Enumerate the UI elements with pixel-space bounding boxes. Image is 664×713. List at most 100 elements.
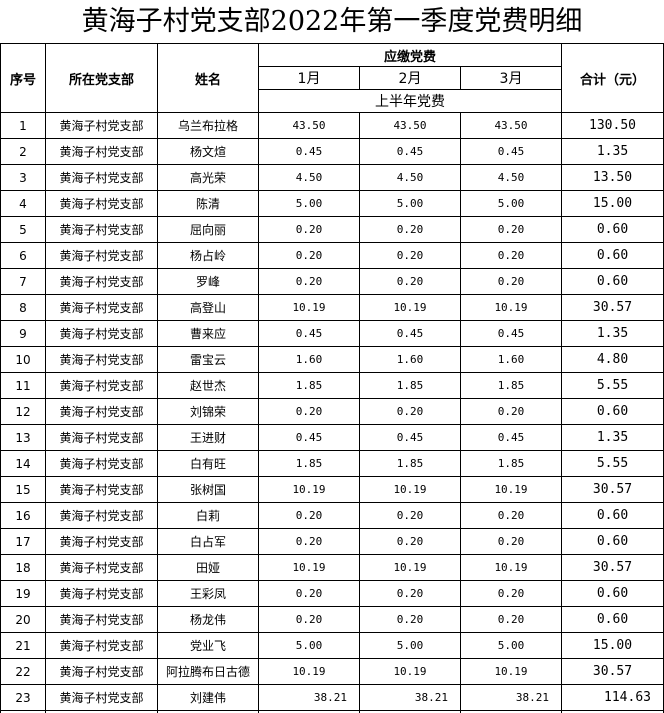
cell-name[interactable]: 高光荣 — [157, 164, 259, 191]
cell-total[interactable]: 0.60 — [561, 580, 664, 607]
cell-name[interactable]: 王进财 — [157, 424, 259, 451]
cell-name[interactable]: 阿拉腾布日古德 — [157, 658, 259, 685]
cell-branch[interactable]: 黄海子村党支部 — [45, 138, 158, 165]
cell-total[interactable]: 0.60 — [561, 398, 664, 425]
cell-index[interactable]: 1 — [0, 112, 46, 139]
cell-name[interactable]: 高登山 — [157, 294, 259, 321]
cell-name[interactable]: 屈向丽 — [157, 216, 259, 243]
cell-month-2[interactable]: 38.21 — [359, 684, 461, 711]
cell-index[interactable]: 4 — [0, 190, 46, 217]
cell-total[interactable]: 4.80 — [561, 346, 664, 373]
header-branch[interactable]: 所在党支部 — [45, 43, 158, 113]
cell-index[interactable]: 11 — [0, 372, 46, 399]
cell-name[interactable]: 杨龙伟 — [157, 606, 259, 633]
cell-month-3[interactable]: 0.20 — [460, 528, 562, 555]
cell-total[interactable]: 5.55 — [561, 450, 664, 477]
cell-month-3[interactable]: 10.19 — [460, 476, 562, 503]
cell-total[interactable]: 0.60 — [561, 268, 664, 295]
cell-month-1[interactable]: 0.20 — [258, 398, 360, 425]
cell-total[interactable]: 30.57 — [561, 294, 664, 321]
cell-month-2[interactable]: 5.00 — [359, 190, 461, 217]
cell-branch[interactable]: 黄海子村党支部 — [45, 320, 158, 347]
cell-index[interactable]: 23 — [0, 684, 46, 711]
cell-month-2[interactable]: 0.45 — [359, 138, 461, 165]
cell-month-1[interactable]: 0.20 — [258, 606, 360, 633]
cell-month-1[interactable]: 0.20 — [258, 216, 360, 243]
cell-month-1[interactable]: 43.50 — [258, 112, 360, 139]
cell-total[interactable]: 1.35 — [561, 320, 664, 347]
cell-name[interactable]: 赵世杰 — [157, 372, 259, 399]
header-month-3[interactable]: 3月 — [460, 66, 562, 90]
cell-month-3[interactable]: 10.19 — [460, 554, 562, 581]
cell-month-3[interactable]: 10.19 — [460, 294, 562, 321]
cell-month-3[interactable]: 0.20 — [460, 398, 562, 425]
cell-index[interactable]: 19 — [0, 580, 46, 607]
cell-index[interactable]: 6 — [0, 242, 46, 269]
cell-month-1[interactable]: 0.20 — [258, 268, 360, 295]
cell-index[interactable]: 12 — [0, 398, 46, 425]
cell-index[interactable]: 10 — [0, 346, 46, 373]
cell-index[interactable]: 20 — [0, 606, 46, 633]
cell-total[interactable]: 15.00 — [561, 632, 664, 659]
cell-month-1[interactable]: 10.19 — [258, 554, 360, 581]
header-total[interactable]: 合计（元） — [561, 43, 664, 113]
cell-total[interactable]: 5.55 — [561, 372, 664, 399]
cell-month-2[interactable]: 0.20 — [359, 502, 461, 529]
cell-month-2[interactable]: 0.20 — [359, 216, 461, 243]
cell-month-3[interactable]: 43.50 — [460, 112, 562, 139]
cell-month-1[interactable]: 1.60 — [258, 346, 360, 373]
cell-branch[interactable]: 黄海子村党支部 — [45, 476, 158, 503]
cell-month-2[interactable]: 0.20 — [359, 398, 461, 425]
cell-total[interactable]: 13.50 — [561, 164, 664, 191]
cell-name[interactable]: 白有旺 — [157, 450, 259, 477]
cell-month-3[interactable]: 10.19 — [460, 658, 562, 685]
cell-month-2[interactable]: 0.45 — [359, 424, 461, 451]
cell-name[interactable]: 雷宝云 — [157, 346, 259, 373]
cell-index[interactable]: 3 — [0, 164, 46, 191]
cell-month-2[interactable]: 10.19 — [359, 294, 461, 321]
cell-month-3[interactable]: 0.20 — [460, 268, 562, 295]
cell-month-3[interactable]: 1.60 — [460, 346, 562, 373]
cell-month-3[interactable]: 0.20 — [460, 242, 562, 269]
cell-index[interactable]: 5 — [0, 216, 46, 243]
cell-month-3[interactable]: 0.20 — [460, 580, 562, 607]
cell-total[interactable]: 0.60 — [561, 528, 664, 555]
cell-total[interactable]: 1.35 — [561, 138, 664, 165]
cell-name[interactable]: 罗峰 — [157, 268, 259, 295]
cell-branch[interactable]: 黄海子村党支部 — [45, 606, 158, 633]
header-period[interactable]: 上半年党费 — [258, 89, 562, 113]
cell-total[interactable]: 130.50 — [561, 112, 664, 139]
header-month-1[interactable]: 1月 — [258, 66, 360, 90]
cell-branch[interactable]: 黄海子村党支部 — [45, 242, 158, 269]
cell-month-1[interactable]: 0.45 — [258, 424, 360, 451]
cell-month-2[interactable]: 0.20 — [359, 268, 461, 295]
cell-month-2[interactable]: 10.19 — [359, 476, 461, 503]
cell-index[interactable]: 21 — [0, 632, 46, 659]
cell-month-3[interactable]: 0.20 — [460, 216, 562, 243]
cell-total[interactable]: 30.57 — [561, 658, 664, 685]
cell-branch[interactable]: 黄海子村党支部 — [45, 502, 158, 529]
cell-month-3[interactable]: 0.20 — [460, 606, 562, 633]
cell-branch[interactable]: 黄海子村党支部 — [45, 424, 158, 451]
cell-branch[interactable]: 黄海子村党支部 — [45, 268, 158, 295]
cell-month-3[interactable]: 0.45 — [460, 320, 562, 347]
cell-branch[interactable]: 黄海子村党支部 — [45, 294, 158, 321]
cell-month-2[interactable]: 0.45 — [359, 320, 461, 347]
cell-month-2[interactable]: 10.19 — [359, 658, 461, 685]
cell-index[interactable]: 17 — [0, 528, 46, 555]
cell-month-3[interactable]: 1.85 — [460, 372, 562, 399]
cell-branch[interactable]: 黄海子村党支部 — [45, 346, 158, 373]
cell-name[interactable]: 张树国 — [157, 476, 259, 503]
cell-index[interactable]: 8 — [0, 294, 46, 321]
cell-branch[interactable]: 黄海子村党支部 — [45, 450, 158, 477]
cell-total[interactable]: 1.35 — [561, 424, 664, 451]
cell-total[interactable]: 114.63 — [561, 684, 664, 711]
cell-name[interactable]: 白占军 — [157, 528, 259, 555]
header-index[interactable]: 序号 — [0, 43, 46, 113]
cell-month-1[interactable]: 0.20 — [258, 528, 360, 555]
cell-name[interactable]: 刘锦荣 — [157, 398, 259, 425]
cell-branch[interactable]: 黄海子村党支部 — [45, 398, 158, 425]
cell-total[interactable]: 0.60 — [561, 502, 664, 529]
cell-total[interactable]: 15.00 — [561, 190, 664, 217]
cell-total[interactable]: 15.00 — [561, 710, 664, 713]
